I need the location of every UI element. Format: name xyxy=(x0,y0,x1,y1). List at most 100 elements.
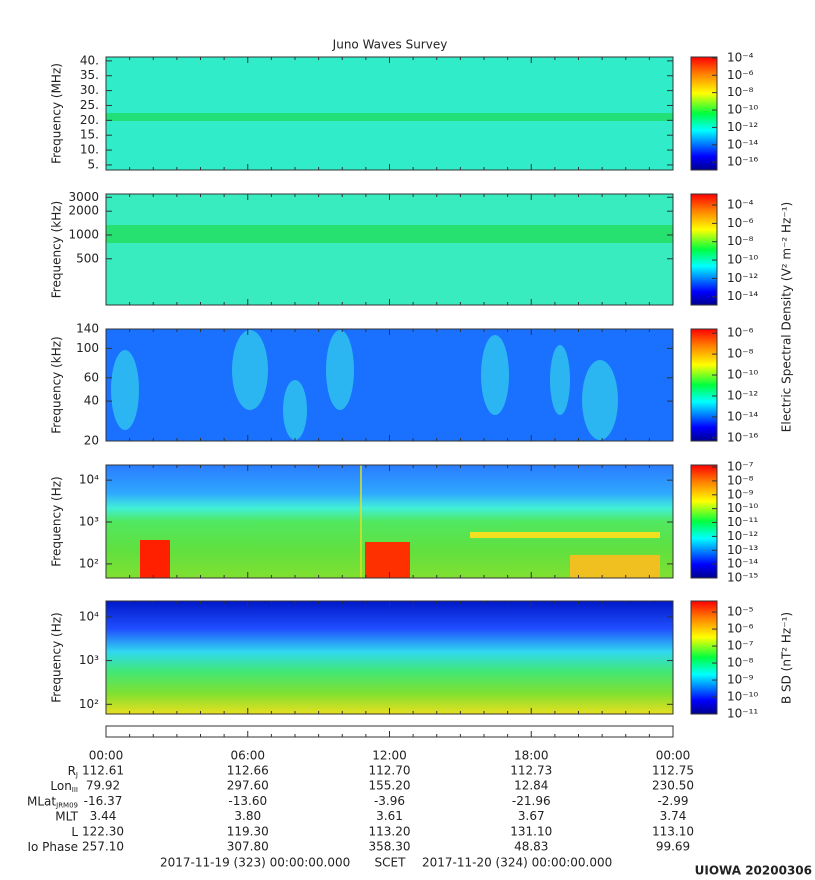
ephemeris-value: 12.84 xyxy=(514,779,548,793)
colorbar-tick-label: 10⁻⁸ xyxy=(727,473,754,487)
ephemeris-label-text: L xyxy=(71,824,78,838)
y-axis-label: Frequency (Hz) xyxy=(50,612,64,703)
ephemeris-value: 131.10 xyxy=(510,824,552,838)
colorbar xyxy=(690,56,718,171)
ephemeris-value: 112.73 xyxy=(510,764,552,778)
time-label: 12:00 xyxy=(372,749,407,763)
colorbar-tick-label: 10⁻¹¹ xyxy=(727,707,758,721)
colorbar-tick-label: 10⁻⁹ xyxy=(727,673,754,687)
colorbar-tick-label: 10⁻⁷ xyxy=(727,639,754,653)
y-tick-label: 10³ xyxy=(79,653,99,667)
colorbar-tick-label: 10⁻¹² xyxy=(727,388,758,402)
colorbar-tick-label: 10⁻¹³ xyxy=(727,543,758,557)
colorbar-tick-label: 10⁻⁶ xyxy=(727,326,754,340)
ephemeris-label: MLT xyxy=(55,809,78,823)
colorbar xyxy=(690,464,718,579)
ephemeris-label: LonIII xyxy=(50,779,78,795)
y-tick-label: 20. xyxy=(80,113,99,127)
y-tick-label: 60 xyxy=(84,370,99,384)
ephemeris-value: 230.50 xyxy=(652,779,694,793)
ephemeris-value: 3.61 xyxy=(376,809,403,823)
ephemeris-label-text: Lon xyxy=(50,779,71,793)
ephemeris-value: 297.60 xyxy=(227,779,269,793)
ephemeris-label-sub: J xyxy=(75,771,78,779)
colorbar xyxy=(690,193,718,306)
ephemeris-value: 3.74 xyxy=(660,809,687,823)
colorbar-tick-label: 10⁻¹⁰ xyxy=(727,103,758,117)
ephemeris-value: 3.44 xyxy=(90,809,117,823)
y-tick-label: 15. xyxy=(80,128,99,142)
ephemeris-value: 112.66 xyxy=(227,764,269,778)
y-tick-label: 10³ xyxy=(79,515,99,529)
colorbar-tick-label: 10⁻¹⁴ xyxy=(727,557,758,571)
y-tick-label: 40. xyxy=(80,53,99,67)
spectrogram-image xyxy=(106,57,673,714)
ephemeris-value: 112.70 xyxy=(369,764,411,778)
colorbar-tick-label: 10⁻⁸ xyxy=(727,656,754,670)
y-tick-label: 5. xyxy=(88,157,99,171)
time-label: 18:00 xyxy=(514,749,549,763)
ephemeris-value: 257.10 xyxy=(82,840,124,854)
colorbar-label: Electric Spectral Density (V² m⁻² Hz⁻¹) xyxy=(780,202,794,432)
colorbar-tick-label: 10⁻¹⁴ xyxy=(727,289,758,303)
ephemeris-label-sub: JRM09 xyxy=(55,801,78,809)
ephemeris-value: -2.99 xyxy=(657,794,688,808)
y-tick-label: 10² xyxy=(79,556,99,570)
colorbar-tick-label: 10⁻⁴ xyxy=(727,198,754,212)
ephemeris-value: 119.30 xyxy=(227,824,269,838)
ephemeris-value: 3.80 xyxy=(234,809,261,823)
y-tick-label: 20 xyxy=(84,434,99,448)
y-axis-label: Frequency (kHz) xyxy=(50,201,64,298)
footer-start: 2017-11-19 (323) 00:00:00.000 xyxy=(160,856,350,870)
footer-label: SCET xyxy=(375,856,407,870)
y-axis-label: Frequency (kHz) xyxy=(50,336,64,433)
ephemeris-value: 155.20 xyxy=(369,779,411,793)
colorbar xyxy=(690,328,718,442)
y-tick-label: 2000 xyxy=(68,204,99,218)
colorbar xyxy=(690,600,718,715)
ephemeris-label-text: Io Phase xyxy=(27,840,78,854)
colorbar-tick-label: 10⁻¹⁰ xyxy=(727,253,758,267)
y-tick-label: 30. xyxy=(80,83,99,97)
time-label: 06:00 xyxy=(230,749,265,763)
ephemeris-label-text: R xyxy=(68,764,76,778)
colorbar-tick-label: 10⁻¹⁰ xyxy=(727,368,758,382)
colorbar-tick-label: 10⁻¹⁴ xyxy=(727,137,758,151)
ephemeris-label-sub: III xyxy=(72,786,78,794)
ephemeris-label: L xyxy=(71,824,78,838)
y-tick-label: 40 xyxy=(84,394,99,408)
colorbar-label: B SD (nT² Hz⁻¹) xyxy=(780,612,794,704)
y-tick-label: 35. xyxy=(80,68,99,82)
y-tick-label: 25. xyxy=(80,98,99,112)
colorbar-tick-label: 10⁻¹⁰ xyxy=(727,501,758,515)
colorbar-tick-label: 10⁻⁸ xyxy=(727,85,754,99)
colorbar-tick-label: 10⁻⁸ xyxy=(727,347,754,361)
colorbar-tick-label: 10⁻¹⁴ xyxy=(727,409,758,423)
colorbar-tick-label: 10⁻¹⁶ xyxy=(727,155,758,169)
y-axis-label: Frequency (MHz) xyxy=(50,63,64,164)
colorbar-tick-label: 10⁻⁸ xyxy=(727,234,754,248)
y-tick-label: 10² xyxy=(79,697,99,711)
colorbar-tick-label: 10⁻⁹ xyxy=(727,487,754,501)
ephemeris-label: Io Phase xyxy=(27,840,78,854)
colorbar-tick-label: 10⁻¹¹ xyxy=(727,515,758,529)
y-tick-label: 10⁴ xyxy=(79,609,99,623)
colorbar-tick-label: 10⁻¹² xyxy=(727,120,758,134)
footer-end: 2017-11-20 (324) 00:00:00.000 xyxy=(422,856,612,870)
ephemeris-value: 79.92 xyxy=(86,779,120,793)
colorbar-tick-label: 10⁻¹² xyxy=(727,529,758,543)
ephemeris-value: 122.30 xyxy=(82,824,124,838)
colorbar-tick-label: 10⁻⁶ xyxy=(727,216,754,230)
colorbar-tick-label: 10⁻⁷ xyxy=(727,460,754,474)
y-tick-label: 1000 xyxy=(68,227,99,241)
ephemeris-value: 48.83 xyxy=(514,840,548,854)
y-tick-label: 10⁴ xyxy=(79,473,99,487)
time-label: 00:00 xyxy=(89,749,124,763)
y-tick-label: 10. xyxy=(80,143,99,157)
y-axis-label: Frequency (Hz) xyxy=(50,476,64,567)
ephemeris-value: 99.69 xyxy=(656,840,690,854)
colorbar-tick-label: 10⁻⁶ xyxy=(727,68,754,82)
colorbar-tick-label: 10⁻¹⁰ xyxy=(727,690,758,704)
